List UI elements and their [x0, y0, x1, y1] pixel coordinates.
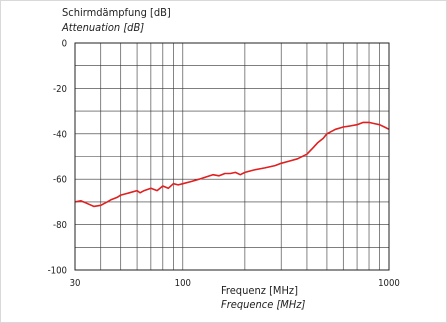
x-tick-labels: 30 100 1000: [70, 278, 400, 289]
x-axis-title: Frequenz [MHz]: [221, 284, 298, 297]
y-tick-label: -60: [53, 175, 67, 186]
y-tick-label: -20: [53, 84, 67, 95]
y-tick-label: -100: [48, 266, 67, 277]
grid: [75, 43, 389, 270]
y-tick-label: -40: [53, 129, 67, 140]
y-tick-label: 0: [62, 39, 67, 50]
y-tick-label: -80: [53, 220, 67, 231]
plot-border: [74, 42, 390, 271]
y-tick-labels: 0 -20 -40 -60 -80 -100: [48, 39, 67, 277]
series-line: [74, 121, 390, 208]
x-axis-title-translation: Frequence [MHz]: [221, 298, 305, 311]
x-tick-label: 100: [175, 278, 191, 289]
x-tick-label: 30: [70, 278, 81, 289]
series-group: [74, 121, 390, 208]
y-axis-title: Schirmdämpfung [dB]: [62, 6, 171, 19]
y-axis-title-translation: Attenuation [dB]: [61, 21, 144, 34]
x-tick-label: 1000: [378, 278, 400, 289]
